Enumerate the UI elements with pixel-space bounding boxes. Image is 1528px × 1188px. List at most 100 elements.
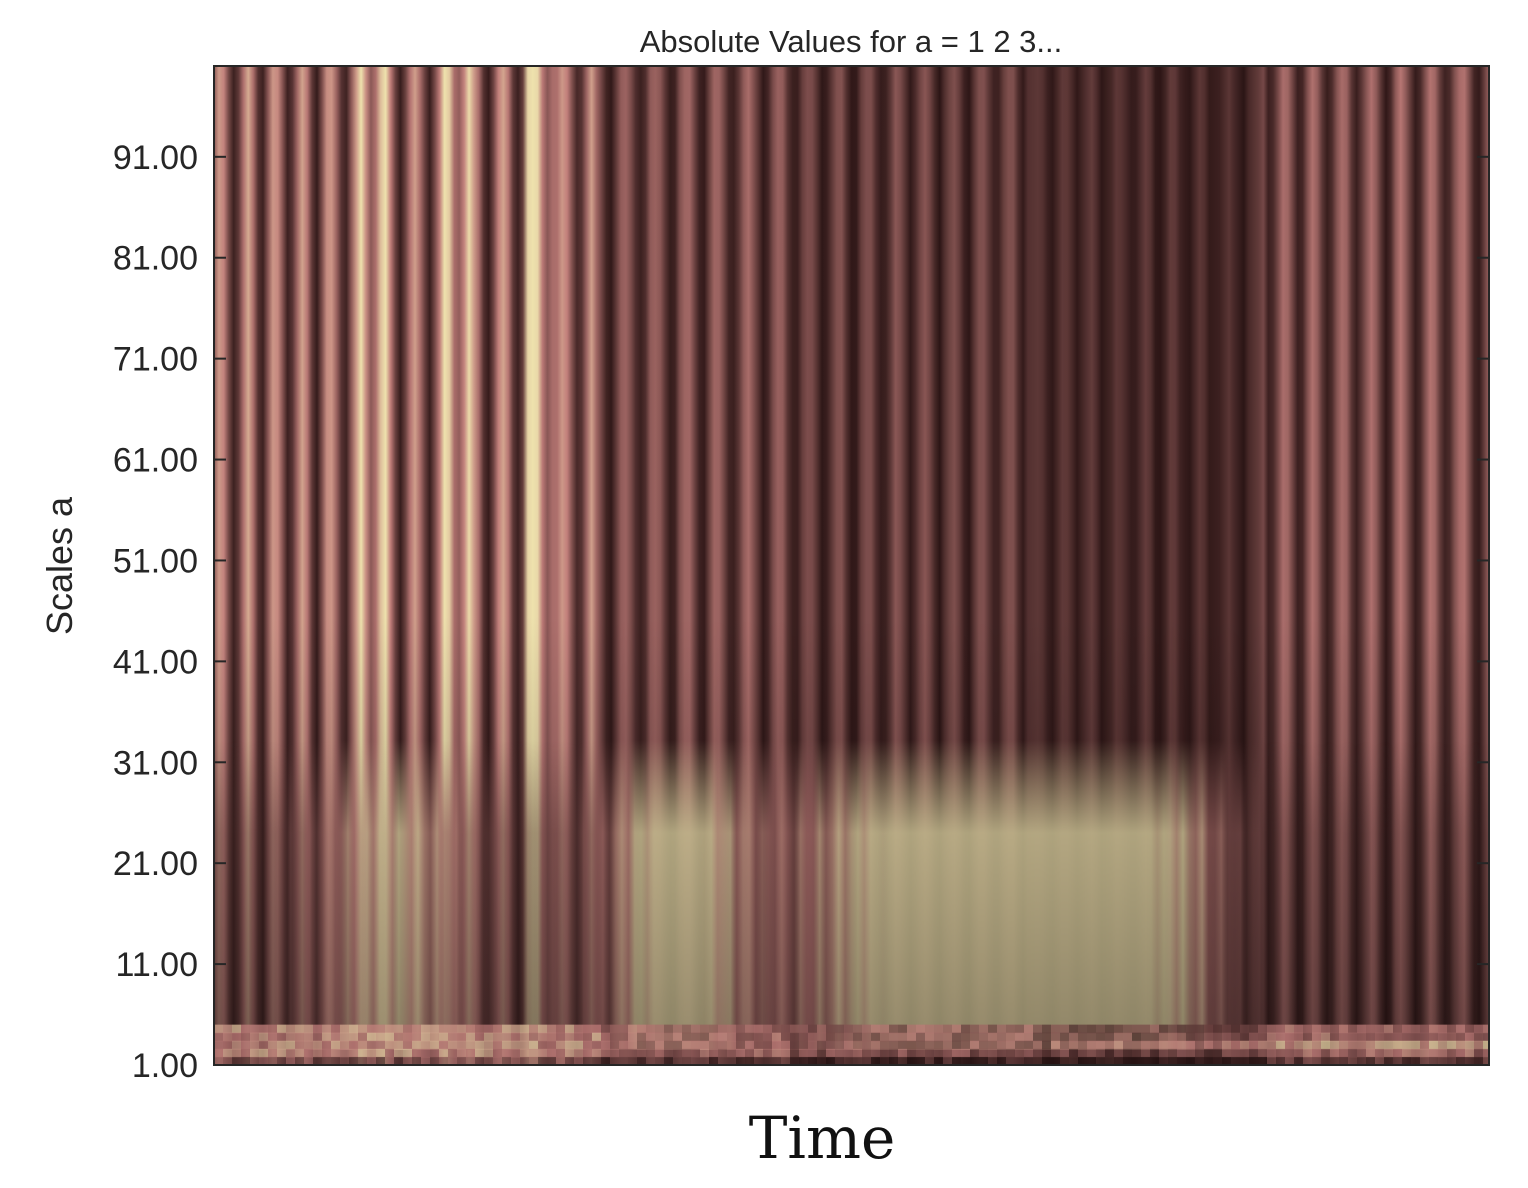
heatmap-cell bbox=[502, 1040, 511, 1050]
heatmap-cell bbox=[628, 1032, 637, 1042]
heatmap-cell bbox=[619, 1024, 628, 1034]
heatmap-cell bbox=[520, 1032, 529, 1042]
heatmap-cell bbox=[358, 1056, 367, 1065]
heatmap-cell bbox=[232, 1040, 241, 1050]
heatmap-cell bbox=[1312, 1032, 1321, 1042]
heatmap-cell bbox=[772, 1024, 781, 1034]
heatmap-cell bbox=[781, 1056, 790, 1065]
heatmap-cell bbox=[1357, 1040, 1366, 1050]
heatmap-cell bbox=[1366, 1024, 1375, 1034]
heatmap-cell bbox=[1069, 1032, 1078, 1042]
heatmap-cell bbox=[1069, 1040, 1078, 1050]
heatmap-cell bbox=[295, 1056, 304, 1065]
heatmap-cell bbox=[1465, 1032, 1474, 1042]
heatmap-cell bbox=[682, 1056, 691, 1065]
heatmap-cell bbox=[340, 1032, 349, 1042]
heatmap-cell bbox=[538, 1048, 547, 1058]
heatmap-cell bbox=[1204, 1040, 1213, 1050]
heatmap-cell bbox=[682, 1024, 691, 1034]
heatmap-cell bbox=[1276, 1024, 1285, 1034]
heatmap-cell bbox=[1060, 1048, 1069, 1058]
heatmap-cell bbox=[1150, 1024, 1159, 1034]
heatmap-cell bbox=[727, 1056, 736, 1065]
heatmap-cell bbox=[970, 1056, 979, 1065]
heatmap-cell bbox=[304, 1040, 313, 1050]
heatmap-cell bbox=[601, 1048, 610, 1058]
heatmap-cell bbox=[1429, 1032, 1438, 1042]
heatmap-cell bbox=[1348, 1024, 1357, 1034]
heatmap-cell bbox=[1177, 1056, 1186, 1065]
heatmap-cell bbox=[259, 1056, 268, 1065]
heatmap-cell bbox=[1195, 1024, 1204, 1034]
heatmap-cell bbox=[1393, 1056, 1402, 1065]
heatmap-cell bbox=[1087, 1040, 1096, 1050]
heatmap-cell bbox=[610, 1040, 619, 1050]
heatmap-cell bbox=[844, 1056, 853, 1065]
heatmap-cell bbox=[484, 1048, 493, 1058]
heatmap-cell bbox=[1357, 1032, 1366, 1042]
heatmap-cell bbox=[1303, 1032, 1312, 1042]
heatmap-cell bbox=[790, 1024, 799, 1034]
heatmap-cell bbox=[1267, 1040, 1276, 1050]
heatmap-cell bbox=[979, 1024, 988, 1034]
heatmap-cell bbox=[718, 1056, 727, 1065]
heatmap-cell bbox=[250, 1048, 259, 1058]
heatmap-cell bbox=[1015, 1032, 1024, 1042]
heatmap-cell bbox=[574, 1040, 583, 1050]
heatmap-cell bbox=[916, 1032, 925, 1042]
heatmap-cell bbox=[583, 1048, 592, 1058]
heatmap-cell bbox=[637, 1048, 646, 1058]
heatmap-cell bbox=[1186, 1048, 1195, 1058]
heatmap-cell bbox=[1321, 1056, 1330, 1065]
heatmap-cell bbox=[331, 1024, 340, 1034]
heatmap-cell bbox=[691, 1048, 700, 1058]
heatmap-cell bbox=[727, 1024, 736, 1034]
heatmap-cell bbox=[898, 1056, 907, 1065]
heatmap-cell bbox=[1366, 1048, 1375, 1058]
y-tick-label: 91.00 bbox=[113, 139, 198, 177]
heatmap-cell bbox=[421, 1048, 430, 1058]
heatmap-cell bbox=[493, 1056, 502, 1065]
heatmap-cell bbox=[1159, 1040, 1168, 1050]
heatmap-cell bbox=[1456, 1056, 1465, 1065]
heatmap-cell bbox=[1384, 1032, 1393, 1042]
heatmap-cell bbox=[1357, 1048, 1366, 1058]
heatmap-cell bbox=[268, 1048, 277, 1058]
heatmap-cell bbox=[232, 1048, 241, 1058]
heatmap-cell bbox=[1285, 1024, 1294, 1034]
heatmap-cell bbox=[1339, 1048, 1348, 1058]
heatmap-cell bbox=[1069, 1024, 1078, 1034]
heatmap-cell bbox=[916, 1024, 925, 1034]
heatmap-cell bbox=[862, 1048, 871, 1058]
heatmap-cell bbox=[1105, 1056, 1114, 1065]
heatmap-cell bbox=[430, 1056, 439, 1065]
heatmap-cell bbox=[1105, 1040, 1114, 1050]
heatmap-cell bbox=[1006, 1048, 1015, 1058]
heatmap-cell bbox=[817, 1040, 826, 1050]
heatmap-cell bbox=[934, 1056, 943, 1065]
heatmap-cell bbox=[376, 1048, 385, 1058]
heatmap-cell bbox=[1249, 1056, 1258, 1065]
heatmap-cell bbox=[1024, 1040, 1033, 1050]
heatmap-cell bbox=[1015, 1048, 1024, 1058]
heatmap-cell bbox=[367, 1048, 376, 1058]
heatmap-cell bbox=[979, 1056, 988, 1065]
y-axis-ticks: 1.00 11.00 21.00 31.00 41.00 51.00 61.00 71.00 8… bbox=[113, 139, 1489, 1085]
heatmap-cell bbox=[1474, 1024, 1483, 1034]
heatmap-cell bbox=[295, 1040, 304, 1050]
heatmap-cell bbox=[646, 1024, 655, 1034]
heatmap-cell bbox=[1186, 1040, 1195, 1050]
heatmap-cell bbox=[1321, 1040, 1330, 1050]
heatmap-cell bbox=[970, 1032, 979, 1042]
heatmap-cell bbox=[907, 1032, 916, 1042]
heatmap-cell bbox=[916, 1040, 925, 1050]
heatmap-cell bbox=[1240, 1040, 1249, 1050]
heatmap-cell bbox=[1222, 1056, 1231, 1065]
heatmap-cell bbox=[781, 1024, 790, 1034]
heatmap-cell bbox=[277, 1040, 286, 1050]
heatmap-cell bbox=[259, 1032, 268, 1042]
heatmap-cell bbox=[331, 1032, 340, 1042]
heatmap-cell bbox=[1204, 1032, 1213, 1042]
heatmap-cell bbox=[1042, 1048, 1051, 1058]
heatmap-cell bbox=[772, 1048, 781, 1058]
